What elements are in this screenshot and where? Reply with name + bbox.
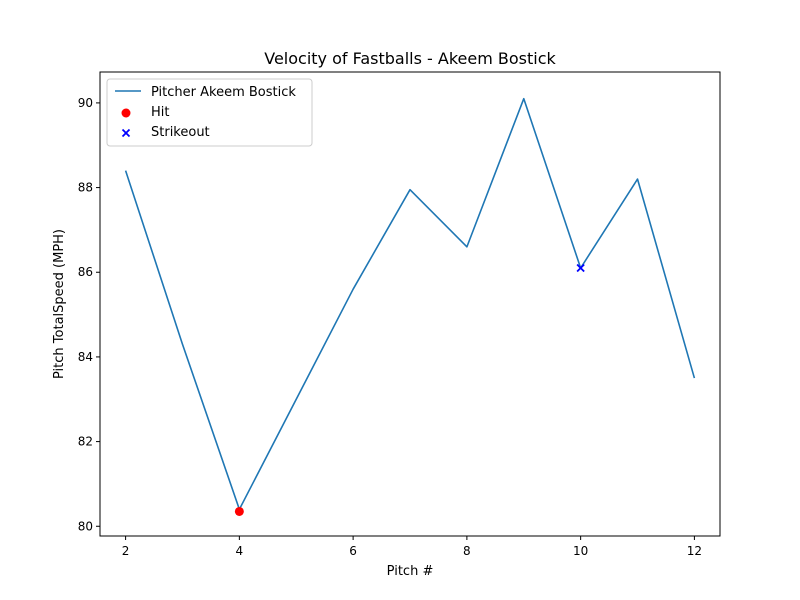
strikeout-point bbox=[576, 263, 585, 273]
hit-point bbox=[234, 506, 244, 516]
legend-label: Pitcher Akeem Bostick bbox=[151, 85, 296, 100]
x-tick-label: 4 bbox=[236, 544, 244, 558]
legend-label: Hit bbox=[151, 105, 169, 120]
y-tick-label: 84 bbox=[78, 350, 93, 364]
y-axis-label: Pitch TotalSpeed (MPH) bbox=[52, 229, 67, 379]
x-tick-label: 12 bbox=[687, 544, 702, 558]
y-axis: 80 82 84 86 88 90 bbox=[78, 96, 100, 533]
y-tick-label: 80 bbox=[78, 519, 93, 533]
legend-box bbox=[106, 78, 313, 147]
plot-area bbox=[124, 97, 696, 516]
y-tick-label: 82 bbox=[78, 435, 93, 449]
legend-label: Strikeout bbox=[151, 125, 210, 140]
x-tick-label: 8 bbox=[463, 544, 471, 558]
legend-marker-stroke bbox=[121, 128, 131, 138]
legend-swatch-strikeout bbox=[121, 128, 131, 138]
y-tick-label: 86 bbox=[78, 265, 93, 279]
x-tick-label: 10 bbox=[573, 544, 588, 558]
plot-frame bbox=[99, 71, 721, 537]
strikeout-marker-stroke bbox=[576, 263, 585, 273]
x-axis: 2 4 6 8 10 12 bbox=[122, 536, 702, 558]
legend-swatch-hit bbox=[121, 108, 131, 118]
legend: Pitcher Akeem Bostick Hit Strikeout bbox=[106, 78, 313, 147]
x-tick-label: 6 bbox=[349, 544, 357, 558]
x-axis-label: Pitch # bbox=[387, 564, 434, 579]
y-tick-label: 88 bbox=[78, 181, 93, 195]
chart-title: Velocity of Fastballs - Akeem Bostick bbox=[264, 49, 556, 68]
y-tick-label: 90 bbox=[78, 96, 93, 110]
x-tick-label: 2 bbox=[122, 544, 130, 558]
series-line-pitcher bbox=[124, 97, 696, 511]
